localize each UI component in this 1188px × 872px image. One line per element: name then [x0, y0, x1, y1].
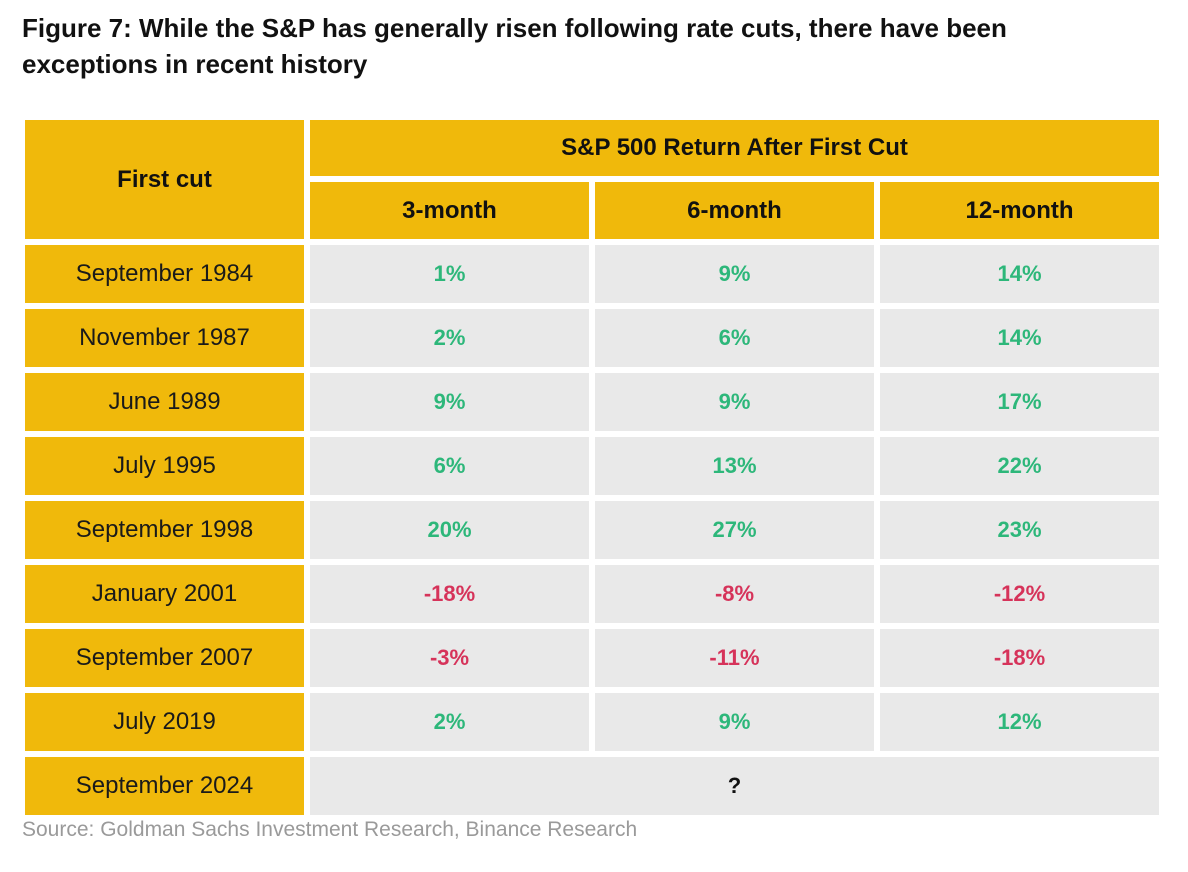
- value-cell: 2%: [310, 309, 589, 367]
- table-body: September 1984 1% 9% 14% November 1987 2…: [25, 245, 1159, 815]
- column-header-6-month: 6-month: [595, 182, 874, 239]
- table-row-pending: September 2024 ?: [25, 757, 1159, 815]
- value-cell: 9%: [595, 373, 874, 431]
- value-cell: -3%: [310, 629, 589, 687]
- source-note: Source: Goldman Sachs Investment Researc…: [22, 818, 638, 841]
- row-label: July 1995: [25, 437, 304, 495]
- row-label: September 1984: [25, 245, 304, 303]
- row-label: November 1987: [25, 309, 304, 367]
- figure-title: Figure 7: While the S&P has generally ri…: [22, 13, 1007, 79]
- value-cell: 13%: [595, 437, 874, 495]
- value-cell: 9%: [310, 373, 589, 431]
- table-row: November 1987 2% 6% 14%: [25, 309, 1159, 367]
- value-cell: 12%: [880, 693, 1159, 751]
- table-row: January 2001 -18% -8% -12%: [25, 565, 1159, 623]
- row-label: September 2024: [25, 757, 304, 815]
- value-cell: -18%: [880, 629, 1159, 687]
- value-cell: 6%: [310, 437, 589, 495]
- table-row: July 1995 6% 13% 22%: [25, 437, 1159, 495]
- value-cell: 20%: [310, 501, 589, 559]
- returns-table-container: First cut S&P 500 Return After First Cut…: [22, 117, 1162, 821]
- header-row-columns: 3-month 6-month 12-month: [25, 182, 1159, 239]
- row-label: September 2007: [25, 629, 304, 687]
- value-cell: -18%: [310, 565, 589, 623]
- value-cell: -8%: [595, 565, 874, 623]
- first-cut-header: First cut: [25, 120, 304, 239]
- column-header-12-month: 12-month: [880, 182, 1159, 239]
- value-cell: 14%: [880, 245, 1159, 303]
- pending-value-cell: ?: [310, 757, 1159, 815]
- header-row-group: First cut S&P 500 Return After First Cut: [25, 120, 1159, 239]
- table-row: July 2019 2% 9% 12%: [25, 693, 1159, 751]
- group-header: S&P 500 Return After First Cut: [310, 120, 1159, 176]
- value-cell: -12%: [880, 565, 1159, 623]
- row-label: July 2019: [25, 693, 304, 751]
- value-cell: -11%: [595, 629, 874, 687]
- value-cell: 2%: [310, 693, 589, 751]
- value-cell: 9%: [595, 693, 874, 751]
- column-header-3-month: 3-month: [310, 182, 589, 239]
- row-label: June 1989: [25, 373, 304, 431]
- value-cell: 14%: [880, 309, 1159, 367]
- value-cell: 6%: [595, 309, 874, 367]
- table-row: September 2007 -3% -11% -18%: [25, 629, 1159, 687]
- value-cell: 23%: [880, 501, 1159, 559]
- value-cell: 1%: [310, 245, 589, 303]
- row-label: September 1998: [25, 501, 304, 559]
- row-label: January 2001: [25, 565, 304, 623]
- table-row: September 1984 1% 9% 14%: [25, 245, 1159, 303]
- table-row: June 1989 9% 9% 17%: [25, 373, 1159, 431]
- value-cell: 17%: [880, 373, 1159, 431]
- returns-table: First cut S&P 500 Return After First Cut…: [19, 114, 1165, 821]
- value-cell: 22%: [880, 437, 1159, 495]
- value-cell: 27%: [595, 501, 874, 559]
- table-row: September 1998 20% 27% 23%: [25, 501, 1159, 559]
- value-cell: 9%: [595, 245, 874, 303]
